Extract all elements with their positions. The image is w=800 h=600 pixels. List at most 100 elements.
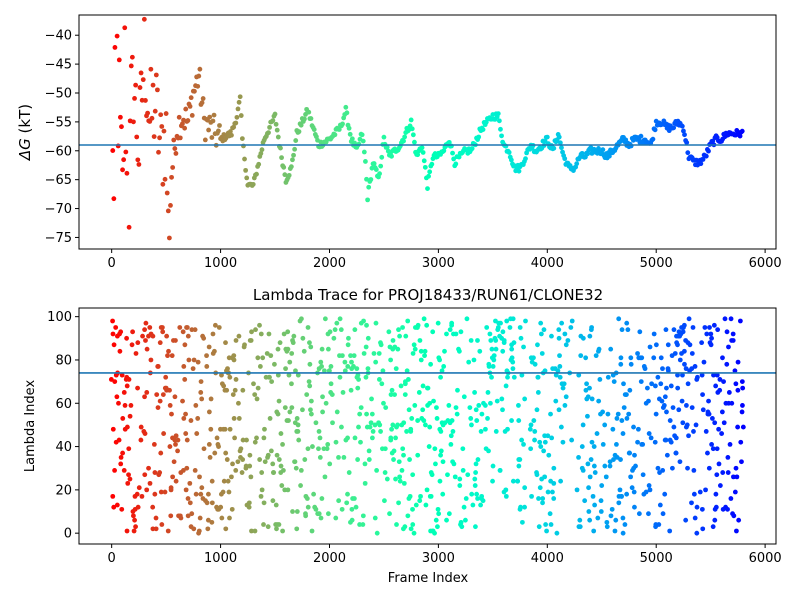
lambda-point [348,387,354,393]
lambda-point [608,346,614,352]
lambda-point [664,452,670,458]
lambda-point [577,517,583,523]
lambda-point [438,448,444,454]
lambda-point [548,411,553,417]
lambda-point [603,474,609,480]
lambda-point [559,320,565,326]
lambda-point [198,491,204,497]
dg-point [278,145,283,151]
lambda-point [397,474,403,480]
lambda-point [283,366,288,372]
dg-point [258,151,264,156]
lambda-point [231,353,237,359]
lambda-point [711,372,716,378]
lambda-point [181,416,187,421]
lambda-point [611,457,616,462]
dg-point [151,134,157,139]
lambda-point [536,496,541,501]
lambda-point [389,426,394,432]
lambda-point [271,470,277,475]
lambda-point [441,364,447,369]
lambda-point [406,407,412,413]
lambda-point [647,487,653,493]
lambda-point [639,355,645,361]
lambda-point [569,437,575,443]
dg-point [166,235,172,241]
lambda-point [562,403,568,408]
lambda-point [458,519,464,525]
lambda-point [278,431,284,436]
lambda-point [280,467,286,473]
lambda-point [126,472,131,478]
lambda-point [279,483,285,488]
lambda-point [327,368,332,374]
lambda-point [719,409,725,415]
lambda-point [252,439,258,445]
lambda-y-axis-label: Lambda Index [23,380,38,473]
lambda-point [631,424,636,430]
lambda-point [709,335,714,341]
lambda-point [258,493,264,499]
lambda-point [479,411,485,417]
lambda-point [142,394,147,400]
lambda-point [686,433,691,439]
lambda-point [160,392,166,398]
lambda-point [230,461,235,467]
lambda-point [135,385,140,391]
lambda-point [224,457,230,462]
lambda-point [396,500,401,506]
lambda-point [349,517,355,523]
lambda-point [295,372,301,378]
lambda-point [626,411,632,417]
lambda-point [401,480,407,486]
lambda-point [224,387,230,393]
lambda-point [740,403,745,408]
lambda-point [408,526,414,532]
dg-point [378,163,384,169]
lambda-point [334,409,340,415]
lambda-point [596,398,602,404]
x-tick-label: 5000 [640,256,673,271]
lambda-point [389,387,395,393]
dg-point [476,134,482,140]
lambda-point [535,390,541,395]
lambda-point [167,444,173,449]
lambda-point [435,524,440,530]
lambda-point [363,374,369,380]
dg-point [176,114,182,120]
dg-point [600,147,606,153]
dg-point [298,122,304,128]
lambda-point [407,493,413,499]
lambda-point [262,459,268,465]
lambda-point [147,325,153,330]
lambda-point [677,459,683,465]
lambda-point [169,353,175,359]
lambda-point [665,368,671,374]
lambda-point [633,463,638,469]
lambda-point [667,528,673,534]
dg-point [163,111,169,116]
lambda-point [709,416,715,421]
lambda-point [585,413,590,419]
lambda-point [427,400,433,406]
lambda-point [352,435,358,441]
lambda-point [438,374,443,380]
dg-point [425,186,430,192]
lambda-point [336,498,342,504]
lambda-point [370,429,376,434]
lambda-point [611,379,617,385]
lambda-point [475,496,480,501]
dg-point [551,145,557,151]
y-tick-label: 80 [55,353,72,368]
lambda-point [665,342,671,348]
lambda-point [243,463,249,469]
lambda-point [417,338,423,343]
lambda-point [563,394,569,400]
lambda-point [491,353,497,359]
lambda-point [662,491,668,497]
lambda-point [658,381,664,387]
lambda-point [139,493,145,499]
dg-point [233,120,239,126]
lambda-point [197,474,202,480]
dg-point [359,132,365,138]
